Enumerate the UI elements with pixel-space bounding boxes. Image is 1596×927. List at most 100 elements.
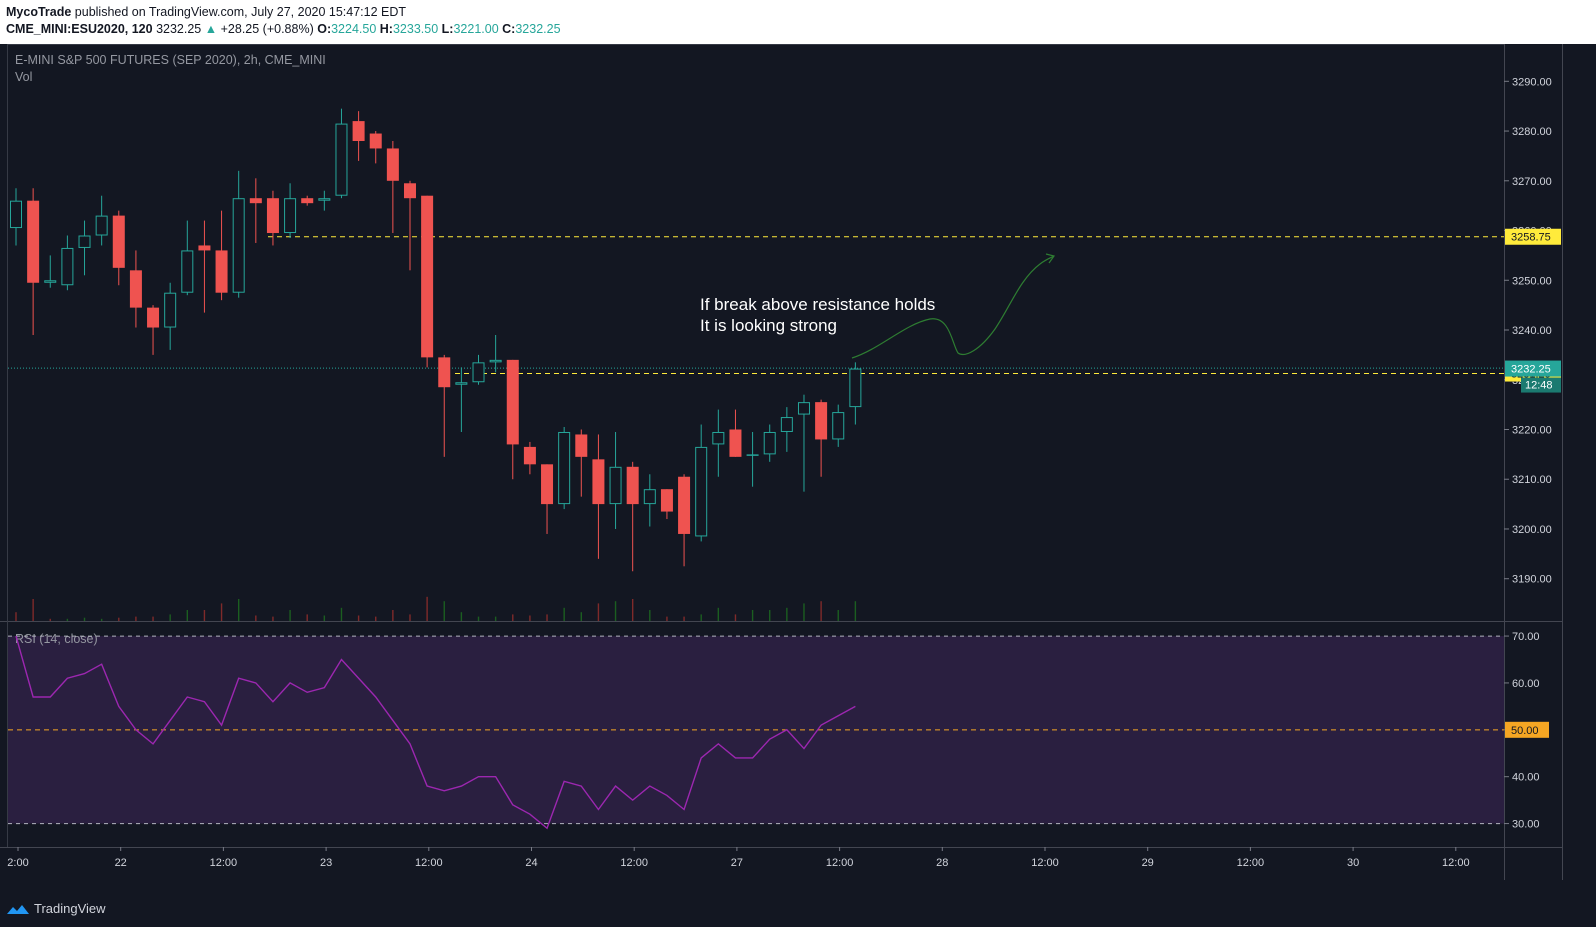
- candle-body[interactable]: [678, 476, 691, 534]
- candle-body[interactable]: [215, 250, 228, 293]
- candle-body[interactable]: [541, 464, 554, 505]
- low-value: 3221.00: [453, 22, 499, 36]
- time-tick-label: 12:00: [415, 857, 443, 869]
- author-name[interactable]: MycoTrade: [6, 5, 72, 19]
- candle-body[interactable]: [78, 235, 91, 248]
- rsi-midline-tag: [1505, 721, 1549, 738]
- candle-body[interactable]: [455, 382, 468, 385]
- candle-body[interactable]: [232, 198, 245, 293]
- countdown-label: 12:48: [1525, 380, 1553, 392]
- candle-body[interactable]: [61, 247, 74, 286]
- time-tick-label: 12:00: [1442, 857, 1470, 869]
- annotation-arrow-path[interactable]: [851, 255, 1055, 359]
- annotation-line-2: It is looking strong: [700, 316, 837, 335]
- candle-body[interactable]: [643, 489, 656, 505]
- time-tick-label: 12:00: [620, 857, 648, 869]
- time-tick-label: 27: [731, 857, 743, 869]
- candle-body[interactable]: [763, 431, 776, 455]
- candle-body[interactable]: [129, 270, 142, 308]
- high-value: 3233.50: [392, 22, 439, 36]
- open-value: 3224.50: [331, 22, 377, 36]
- candle-body[interactable]: [575, 434, 588, 457]
- candle-body[interactable]: [112, 215, 125, 268]
- close-label: C:: [502, 22, 516, 36]
- candle-body[interactable]: [832, 412, 845, 440]
- time-tick-label: 12:00: [1237, 857, 1265, 869]
- tradingview-logo[interactable]: TradingView: [6, 901, 106, 916]
- time-tick-label: 28: [936, 857, 948, 869]
- tradingview-cloud-icon: [7, 904, 29, 914]
- time-tick-label: 22: [115, 857, 127, 869]
- candle-body[interactable]: [318, 198, 331, 201]
- price-tick-label: 3240.00: [1512, 325, 1552, 337]
- candle-body[interactable]: [780, 417, 793, 432]
- candle-body[interactable]: [558, 431, 571, 505]
- candle-body[interactable]: [249, 198, 262, 204]
- time-tick-label: 2:00: [7, 857, 28, 869]
- candle-body[interactable]: [506, 359, 519, 445]
- candle-body[interactable]: [147, 307, 160, 328]
- candle-body[interactable]: [489, 359, 502, 363]
- candle-body[interactable]: [386, 148, 399, 181]
- publish-line: MycoTrade published on TradingView.com, …: [6, 5, 406, 19]
- candle-body[interactable]: [609, 466, 622, 505]
- candle-body[interactable]: [695, 446, 708, 537]
- candle-body[interactable]: [472, 362, 485, 383]
- price-tick-label: 3270.00: [1512, 176, 1552, 188]
- candle-body[interactable]: [335, 123, 348, 196]
- candle-body[interactable]: [746, 454, 759, 456]
- rsi-pane-title: RSI (14, close): [15, 632, 98, 646]
- annotation-line-1: If break above resistance holds: [700, 295, 935, 314]
- rsi-tick-label: 70.00: [1512, 631, 1540, 643]
- symbol-label: CME_MINI:ESU2020, 120: [6, 22, 153, 36]
- candle-body[interactable]: [266, 198, 279, 234]
- chart-header: MycoTrade published on TradingView.com, …: [0, 0, 1596, 44]
- candle-body[interactable]: [164, 292, 177, 328]
- rsi-tick-label: 40.00: [1512, 772, 1540, 784]
- close-value: 3232.25: [515, 22, 561, 36]
- chart-canvas[interactable]: E-MINI S&P 500 FUTURES (SEP 2020), 2h, C…: [0, 44, 1596, 880]
- main-pane-title: E-MINI S&P 500 FUTURES (SEP 2020), 2h, C…: [15, 53, 326, 67]
- price-tick-label: 3220.00: [1512, 424, 1552, 436]
- candle-body[interactable]: [421, 195, 434, 358]
- volume-label: Vol: [15, 70, 32, 84]
- last-price-value: 3232.25: [156, 22, 202, 36]
- price-tick-label: 3250.00: [1512, 275, 1552, 287]
- candle-body[interactable]: [95, 215, 108, 236]
- candle-body[interactable]: [797, 402, 810, 415]
- rsi-line[interactable]: [15, 635, 856, 830]
- rsi-midline-label: 50.00: [1511, 725, 1539, 737]
- change-value: +28.25 (+0.88%): [220, 22, 314, 36]
- candle-body[interactable]: [849, 368, 862, 408]
- high-label: H:: [379, 22, 393, 36]
- candle-body[interactable]: [729, 429, 742, 457]
- price-tick-label: 3290.00: [1512, 76, 1552, 88]
- candle-body[interactable]: [284, 198, 297, 234]
- candle-body[interactable]: [198, 245, 211, 251]
- candle-body[interactable]: [592, 459, 605, 505]
- candle-body[interactable]: [352, 121, 365, 141]
- candle-body[interactable]: [712, 431, 725, 445]
- low-label: L:: [441, 22, 454, 36]
- candle-body[interactable]: [403, 183, 416, 199]
- time-tick-label: 24: [525, 857, 537, 869]
- candle-body[interactable]: [523, 446, 536, 465]
- published-text: published on TradingView.com, July 27, 2…: [74, 5, 407, 19]
- open-label: O:: [317, 22, 332, 36]
- candle-body[interactable]: [27, 200, 40, 283]
- price-tick-label: 3200.00: [1512, 524, 1552, 536]
- candle-body[interactable]: [438, 357, 451, 388]
- footer-bar: [0, 880, 1596, 927]
- time-tick-label: 12:00: [1031, 857, 1059, 869]
- annotation-arrow-head-icon: [1045, 253, 1056, 264]
- candle-body[interactable]: [626, 466, 639, 505]
- candle-body[interactable]: [10, 200, 22, 229]
- candle-body[interactable]: [660, 489, 673, 512]
- candle-body[interactable]: [815, 402, 828, 440]
- time-tick-label: 30: [1347, 857, 1359, 869]
- last-price-tag: [1505, 360, 1561, 377]
- candle-body[interactable]: [44, 280, 57, 283]
- candle-body[interactable]: [181, 250, 194, 293]
- candle-body[interactable]: [301, 198, 314, 204]
- candle-body[interactable]: [369, 133, 382, 149]
